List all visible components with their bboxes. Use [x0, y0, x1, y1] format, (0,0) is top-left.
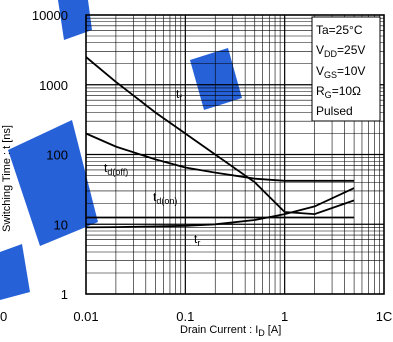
y-tick-label: 10: [54, 217, 68, 232]
y-tick-label: 1: [61, 287, 68, 302]
plot-frame: [85, 14, 385, 295]
y-tick-label: 100: [46, 148, 68, 163]
x-tick-label: 0.01: [73, 309, 98, 324]
watermark: [0, 0, 242, 300]
y-tick-label: 10000: [32, 8, 68, 23]
x-tick-label: 1: [281, 309, 288, 324]
curves: [85, 56, 355, 229]
label-td-on: td(on): [153, 190, 177, 206]
y-tick-label: 1000: [39, 78, 68, 93]
y-axis-label: Switching Time : t [ns]: [1, 125, 13, 232]
conditions-box: Ta=25°C VDD=25V VGS=10V RG=10Ω Pulsed: [311, 16, 381, 122]
condition-vgs: VGS=10V: [316, 64, 365, 80]
label-tr: tr: [194, 232, 200, 248]
series-line-tf: [85, 56, 355, 216]
series-line-tr: [85, 187, 355, 229]
x-tick-label: 0: [0, 309, 7, 324]
label-tf: tf: [176, 87, 182, 103]
label-td-off: td(off): [104, 161, 128, 177]
condition-rg: RG=10Ω: [316, 84, 361, 100]
series-line-td(off): [85, 132, 355, 182]
x-tick-labels: 0 0.01 0.1 1 1C: [0, 309, 392, 324]
y-tick-labels: 10000 1000 100 10 1: [32, 8, 68, 302]
x-tick-label: 0.1: [176, 309, 194, 324]
condition-ta: Ta=25°C: [316, 23, 363, 37]
x-tick-label: 1C: [376, 309, 393, 324]
condition-pulsed: Pulsed: [316, 104, 353, 118]
condition-vdd: VDD=25V: [316, 43, 365, 59]
x-axis-label: Drain Current : ID [A]: [180, 324, 281, 338]
